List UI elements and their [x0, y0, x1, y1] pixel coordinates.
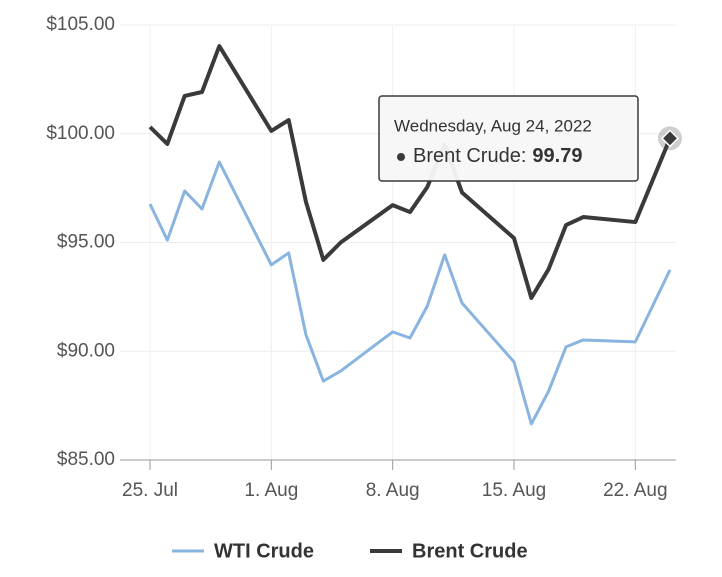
x-tick-label: 8. Aug	[366, 480, 420, 501]
legend-label: WTI Crude	[214, 540, 314, 562]
legend-label: Brent Crude	[412, 540, 528, 562]
tooltip-header: Wednesday, Aug 24, 2022	[394, 116, 592, 135]
y-tick-label: $105.00	[46, 14, 115, 35]
y-tick-label: $85.00	[57, 449, 115, 470]
y-tick-label: $100.00	[46, 123, 115, 144]
y-tick-label: $90.00	[57, 340, 115, 361]
tooltip-box	[378, 95, 639, 182]
x-tick-label: 25. Jul	[122, 480, 178, 501]
hover-marker	[660, 129, 680, 148]
series-line	[148, 160, 672, 426]
tooltip-dot	[397, 153, 405, 161]
tooltip-label: Brent Crude:	[413, 145, 526, 167]
x-tick-label: 1. Aug	[244, 480, 298, 501]
series-line	[148, 44, 672, 300]
tooltip-line: Brent Crude: 99.79	[413, 145, 582, 167]
tooltip-value: 99.79	[532, 145, 582, 167]
tooltip: Wednesday, Aug 24, 2022 Brent Crude: 99.79	[378, 95, 639, 182]
y-tick-label: $95.00	[57, 232, 115, 253]
x-tick-label: 15. Aug	[482, 480, 546, 501]
x-tick-label: 22. Aug	[603, 480, 667, 501]
